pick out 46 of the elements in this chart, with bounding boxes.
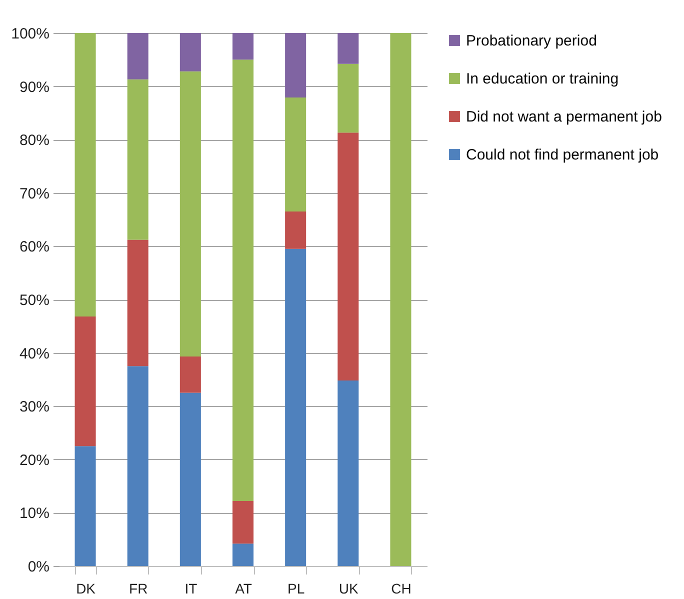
x-tick-label: PL [288,580,305,596]
bar [285,97,306,212]
x-tick-label: FR [129,580,148,596]
bar [338,380,359,566]
bar [74,33,96,317]
y-tick-label: 80% [19,132,50,150]
y-tick-label: 10% [19,505,50,522]
bar [338,33,359,64]
legend-label: Probationary period [466,32,597,50]
y-tick-label: 60% [19,238,50,256]
y-tick-label: 70% [19,185,50,202]
bar [127,366,148,566]
legend-label: In education or training [466,70,619,88]
bar [180,392,201,566]
bar [74,316,96,446]
bar [74,446,96,566]
legend-label: Did not want a permanent job [466,108,662,126]
bar [390,33,412,566]
bar [180,71,201,357]
x-tick-label: DK [76,580,96,596]
y-tick-label: 30% [19,398,50,416]
bar [285,33,306,98]
bar [232,60,254,501]
bar [285,248,306,566]
bar [338,64,359,133]
bar [285,212,306,249]
y-tick-label: 100% [11,26,50,42]
bar [180,33,201,72]
x-tick-label: IT [184,580,198,596]
bar [127,33,148,80]
y-tick-label: 90% [19,78,50,96]
y-tick-label: 0% [28,558,50,576]
y-tick-label: 50% [19,292,50,309]
legend-label: Could not find permanent job [466,146,659,164]
bar [127,240,148,366]
x-tick-label: CH [391,580,412,596]
bar [232,33,254,60]
bar [338,132,359,381]
bar [127,79,148,240]
y-tick-label: 40% [19,345,50,362]
bar [232,500,254,544]
bar [180,356,201,393]
bar [232,544,254,566]
y-tick-label: 20% [19,452,50,469]
x-tick-label: AT [235,580,252,596]
x-tick-label: UK [338,580,360,596]
